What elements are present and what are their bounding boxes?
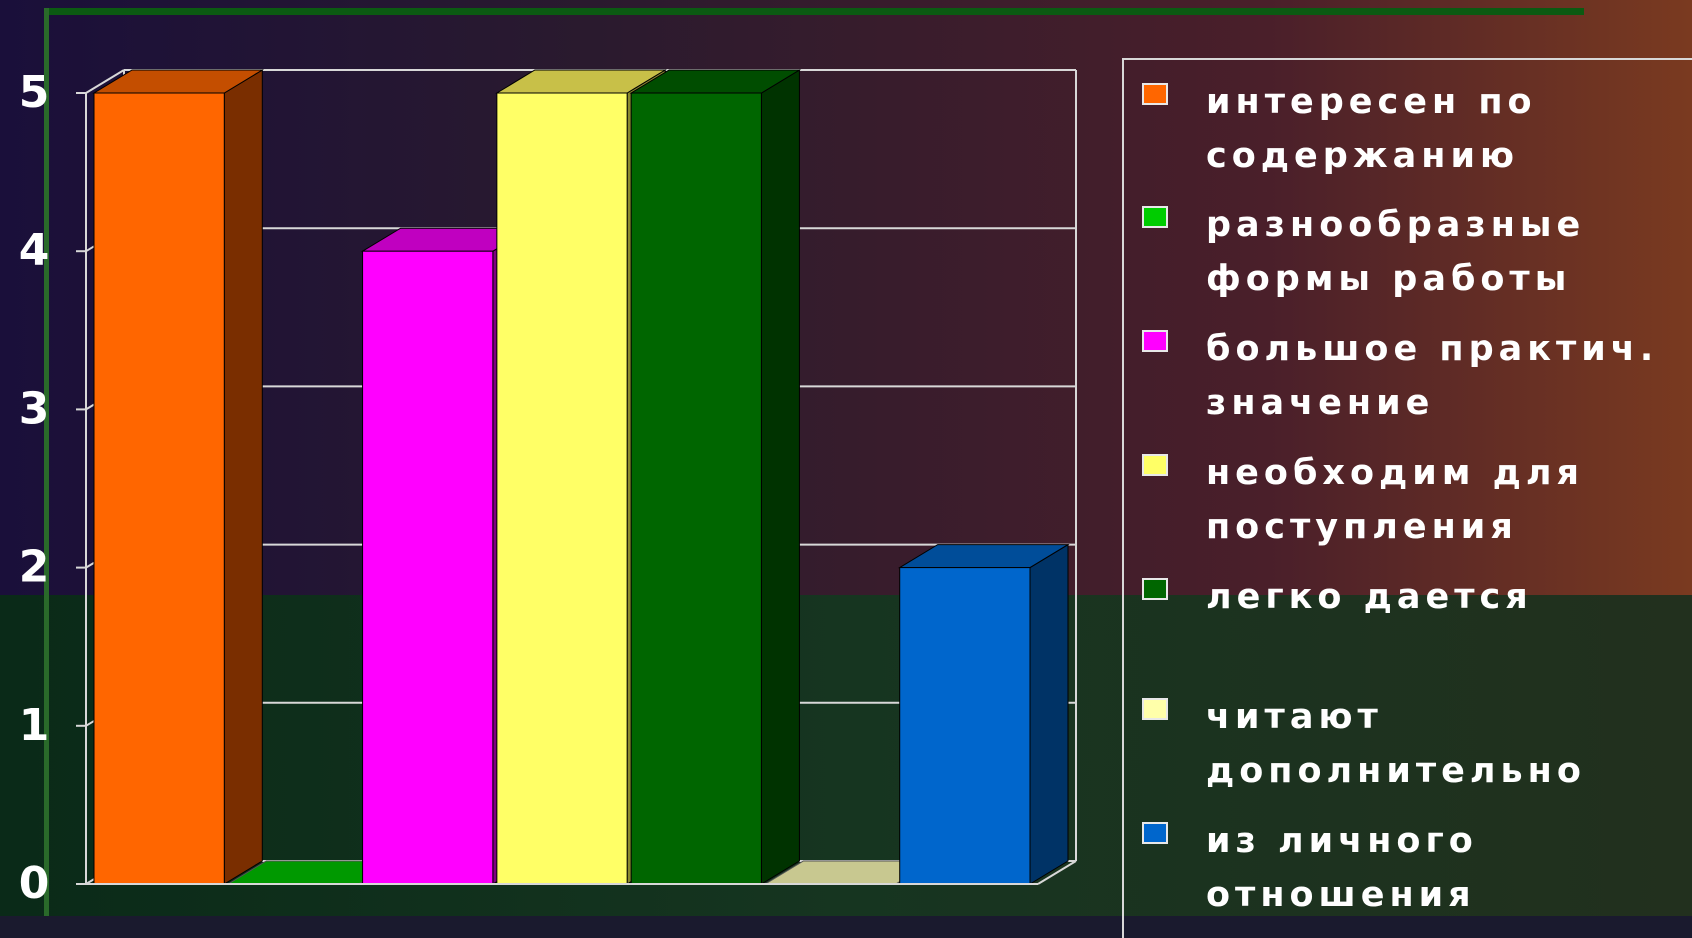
legend-swatch [1142, 822, 1168, 844]
y-tick-label: 2 [19, 542, 50, 593]
legend-swatch [1142, 206, 1168, 228]
legend-swatch [1142, 83, 1168, 105]
bar-3-front [362, 250, 494, 885]
bar-5-side [760, 69, 800, 885]
legend-swatch [1142, 454, 1168, 476]
bar-1 [92, 69, 265, 885]
gridline-side [85, 69, 125, 94]
bar-1-side [223, 69, 263, 885]
legend-label: разнообразные формы работы [1206, 205, 1586, 299]
chart-axis: 0 1 2 3 4 5 [19, 67, 1077, 909]
y-tick-label: 5 [19, 67, 50, 118]
chart-legend: интересен по содержанию разнообразные фор… [1122, 58, 1692, 938]
y-tick-label: 3 [19, 383, 50, 434]
bar-4-front [496, 92, 628, 885]
slide-background [0, 0, 1692, 916]
legend-label: большое практич. значение [1206, 329, 1659, 423]
bar-7-side [1029, 543, 1069, 885]
legend-swatch [1142, 578, 1168, 600]
bar-chart: 0 1 2 3 4 5 [19, 67, 1077, 909]
bar-5-front [630, 92, 762, 885]
chart-bars [92, 69, 1070, 885]
legend-swatch [1142, 698, 1168, 720]
legend-label: читают дополнительно [1206, 697, 1586, 791]
bar-1-front [93, 92, 225, 885]
legend-label: необходим для поступления [1206, 453, 1584, 547]
y-tick-label: 1 [19, 700, 50, 751]
bar-7 [897, 543, 1070, 885]
bar-5 [629, 69, 802, 885]
y-tick-label: 4 [19, 225, 50, 276]
legend-label: легко дается [1206, 577, 1533, 617]
y-tick-label: 0 [19, 858, 50, 909]
floor-right-edge [1037, 860, 1077, 885]
legend-label: из личного отношения [1206, 821, 1478, 915]
legend-label: интересен по содержанию [1206, 82, 1537, 176]
bar-7-front [899, 567, 1031, 885]
legend-swatch [1142, 330, 1168, 352]
